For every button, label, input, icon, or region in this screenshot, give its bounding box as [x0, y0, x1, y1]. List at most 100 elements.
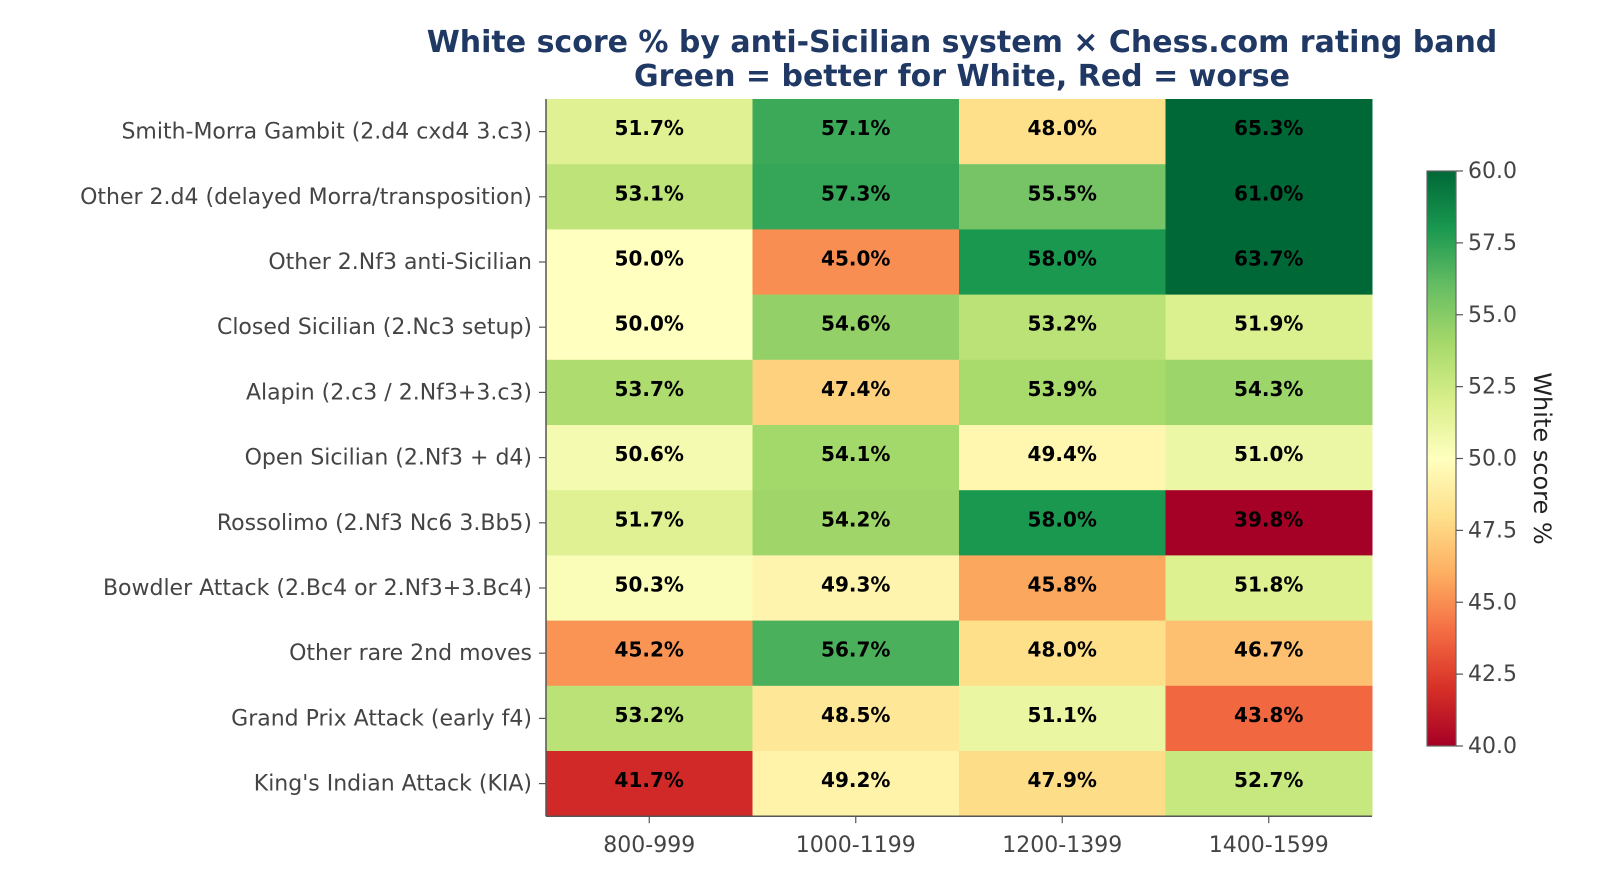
cell-value-label: 51.1%: [1028, 703, 1097, 727]
column-label: 1000-1199: [796, 833, 916, 858]
heatmap-cell: [752, 751, 960, 817]
row-label: Grand Prix Attack (early f4): [231, 706, 532, 731]
heatmap-cell: [546, 685, 753, 752]
cell-value-label: 41.7%: [615, 768, 684, 792]
colorbar-tick-label: 60.0: [1468, 159, 1517, 184]
cell-value-label: 65.3%: [1234, 116, 1303, 140]
cell-value-label: 47.9%: [1028, 768, 1097, 792]
cell-value-label: 63.7%: [1234, 247, 1303, 271]
cell-value-label: 51.7%: [615, 116, 684, 140]
row-label: Smith-Morra Gambit (2.d4 cxd4 3.c3): [121, 120, 532, 145]
heatmap-cell: [752, 490, 960, 556]
row-label: Bowdler Attack (2.Bc4 or 2.Nf3+3.Bc4): [103, 576, 532, 601]
cell-value-label: 54.2%: [821, 507, 890, 531]
colorbar-tick-label: 57.5: [1468, 231, 1517, 256]
cell-value-label: 51.8%: [1234, 573, 1303, 597]
colorbar-tick-label: 40.0: [1468, 734, 1517, 759]
heatmap-cell: [959, 620, 1166, 687]
heatmap-cell: [1165, 359, 1373, 426]
cell-value-label: 57.3%: [821, 181, 890, 205]
colorbar-tick-label: 50.0: [1468, 447, 1517, 472]
heatmap-cell: [546, 490, 753, 556]
cell-value-label: 50.6%: [615, 442, 684, 466]
heatmap-cell: [1165, 99, 1373, 165]
cell-value-label: 54.1%: [821, 442, 890, 466]
heatmap-cell: [546, 555, 753, 622]
chart-subtitle: Green = better for White, Red = worse: [634, 59, 1290, 94]
cell-value-label: 61.0%: [1234, 181, 1303, 205]
row-label: Other 2.d4 (delayed Morra/transposition): [80, 185, 532, 210]
cell-value-label: 49.2%: [821, 768, 890, 792]
row-label: King's Indian Attack (KIA): [254, 772, 532, 797]
cell-value-label: 56.7%: [821, 638, 890, 662]
cell-value-label: 48.5%: [821, 703, 890, 727]
heatmap-cell: [546, 620, 753, 687]
cell-value-label: 53.2%: [615, 703, 684, 727]
cell-value-label: 48.0%: [1028, 638, 1097, 662]
heatmap-cell: [959, 294, 1166, 361]
cell-value-label: 47.4%: [821, 377, 890, 401]
heatmap-cells: 51.7% 57.1% 48.0% 65.3% 53.1% 57.3% 55.5% 61.0%…: [545, 99, 1373, 817]
heatmap-cell: [959, 751, 1166, 817]
heatmap-cell: [959, 359, 1166, 426]
colorbar-tick-label: 45.0: [1468, 590, 1517, 615]
heatmap-cell: [1165, 555, 1373, 622]
cell-value-label: 46.7%: [1234, 638, 1303, 662]
row-label: Alapin (2.c3 / 2.Nf3+3.c3): [246, 380, 532, 405]
heatmap-cell: [752, 294, 960, 361]
heatmap-cell: [752, 99, 960, 165]
heatmap-cell: [959, 99, 1166, 165]
heatmap-cell: [546, 751, 753, 817]
cell-value-label: 43.8%: [1234, 703, 1303, 727]
row-label: Rossolimo (2.Nf3 Nc6 3.Bb5): [217, 511, 532, 536]
heatmap-cell: [1165, 294, 1373, 361]
heatmap-cell: [752, 229, 960, 296]
colorbar: 40.0 42.5 45.0 47.5 50.0 52.5 55.0 57.5 60.0 Whit…: [1426, 159, 1556, 759]
heatmap-cell: [959, 685, 1166, 752]
cell-value-label: 57.1%: [821, 116, 890, 140]
heatmap-cell: [546, 425, 753, 491]
heatmap-cell: [959, 425, 1166, 491]
cell-value-label: 51.9%: [1234, 312, 1303, 336]
heatmap-cell: [1165, 685, 1373, 752]
cell-value-label: 53.7%: [615, 377, 684, 401]
heatmap-cell: [752, 164, 960, 230]
cell-value-label: 53.9%: [1028, 377, 1097, 401]
heatmap-cell: [959, 164, 1166, 230]
cell-value-label: 39.8%: [1234, 507, 1303, 531]
heatmap-cell: [1165, 229, 1373, 296]
column-label: 800-999: [603, 833, 695, 858]
heatmap-cell: [546, 164, 753, 230]
cell-value-label: 54.6%: [821, 312, 890, 336]
row-label: Open Sicilian (2.Nf3 + d4): [245, 446, 532, 471]
heatmap-cell: [1165, 751, 1373, 817]
heatmap-cell: [959, 555, 1166, 622]
heatmap-cell: [546, 294, 753, 361]
heatmap-cell: [752, 359, 960, 426]
cell-value-label: 50.0%: [615, 312, 684, 336]
cell-value-label: 45.0%: [821, 247, 890, 271]
cell-value-label: 58.0%: [1028, 247, 1097, 271]
heatmap-cell: [959, 490, 1166, 556]
heatmap-cell: [546, 229, 753, 296]
chart-title: White score % by anti-Sicilian system × …: [427, 25, 1498, 60]
colorbar-tick-label: 47.5: [1468, 518, 1517, 543]
heatmap-cell: [1165, 164, 1373, 230]
cell-value-label: 50.3%: [615, 573, 684, 597]
colorbar-tick-label: 42.5: [1468, 662, 1517, 687]
heatmap-cell: [752, 425, 960, 491]
cell-value-label: 54.3%: [1234, 377, 1303, 401]
heatmap-cell: [546, 359, 753, 426]
cell-value-label: 55.5%: [1028, 181, 1097, 205]
cell-value-label: 45.8%: [1028, 573, 1097, 597]
cell-value-label: 50.0%: [615, 247, 684, 271]
row-label: Other 2.Nf3 anti-Sicilian: [268, 250, 532, 275]
cell-value-label: 51.7%: [615, 507, 684, 531]
colorbar-gradient: [1426, 170, 1457, 747]
cell-value-label: 49.3%: [821, 573, 890, 597]
heatmap-cell: [959, 229, 1166, 296]
heatmap-cell: [1165, 425, 1373, 491]
heatmap-cell: [752, 620, 960, 687]
column-label: 1200-1399: [1002, 833, 1122, 858]
